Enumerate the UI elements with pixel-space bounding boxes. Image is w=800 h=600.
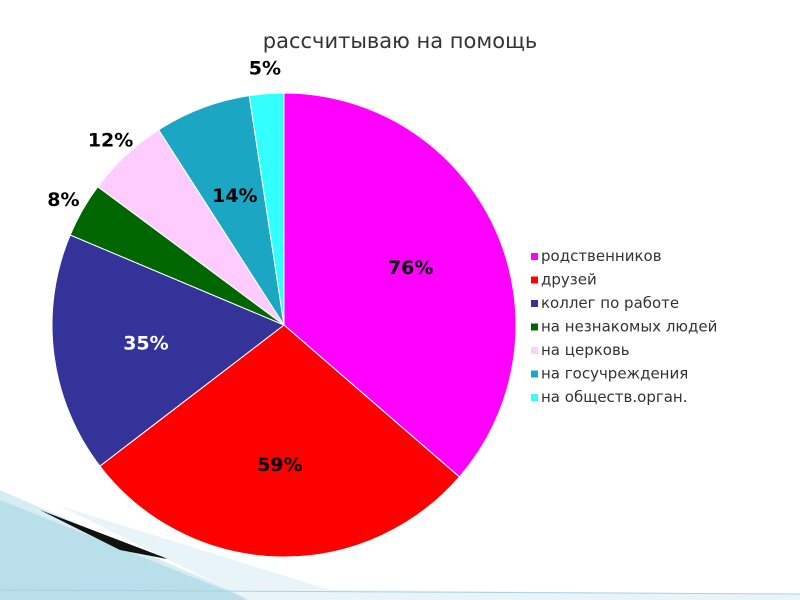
data-labels: 76% 59% 35% 8% 12% 14% 5%: [47, 58, 433, 476]
legend-swatch-1: [531, 253, 538, 260]
chart-title: рассчитываю на помощь: [263, 29, 537, 53]
pie-slice-2: [99, 324, 461, 558]
data-label-1: 76%: [388, 257, 433, 279]
pie-slice-7: [248, 92, 285, 326]
legend: родственников друзей коллег по работе на не…: [531, 247, 717, 406]
data-label-2: 59%: [257, 454, 302, 476]
legend-swatch-7: [531, 394, 538, 401]
data-label-4: 8%: [47, 189, 79, 211]
legend-label-3: коллег по работе: [541, 294, 679, 312]
data-label-3: 35%: [123, 333, 168, 355]
legend-label-2: друзей: [541, 271, 597, 289]
legend-label-6: на госучреждения: [541, 365, 688, 383]
legend-swatch-4: [531, 323, 538, 331]
legend-swatch-3: [531, 300, 538, 307]
pie-slice-3: [51, 234, 285, 467]
pie-slice-1: [283, 92, 517, 478]
legend-swatch-6: [531, 370, 538, 378]
decorative-swoosh: [0, 490, 800, 600]
legend-label-5: на церковь: [541, 341, 630, 359]
data-label-7: 5%: [249, 58, 281, 80]
legend-swatch-2: [531, 276, 538, 284]
legend-label-7: на обществ.орган.: [541, 388, 688, 406]
legend-label-1: родственников: [541, 247, 662, 265]
pie-slices: [51, 92, 517, 558]
data-label-5: 12%: [88, 129, 133, 151]
legend-swatch-5: [531, 347, 538, 354]
legend-label-4: на незнакомых людей: [541, 318, 717, 336]
data-label-6: 14%: [212, 185, 257, 207]
